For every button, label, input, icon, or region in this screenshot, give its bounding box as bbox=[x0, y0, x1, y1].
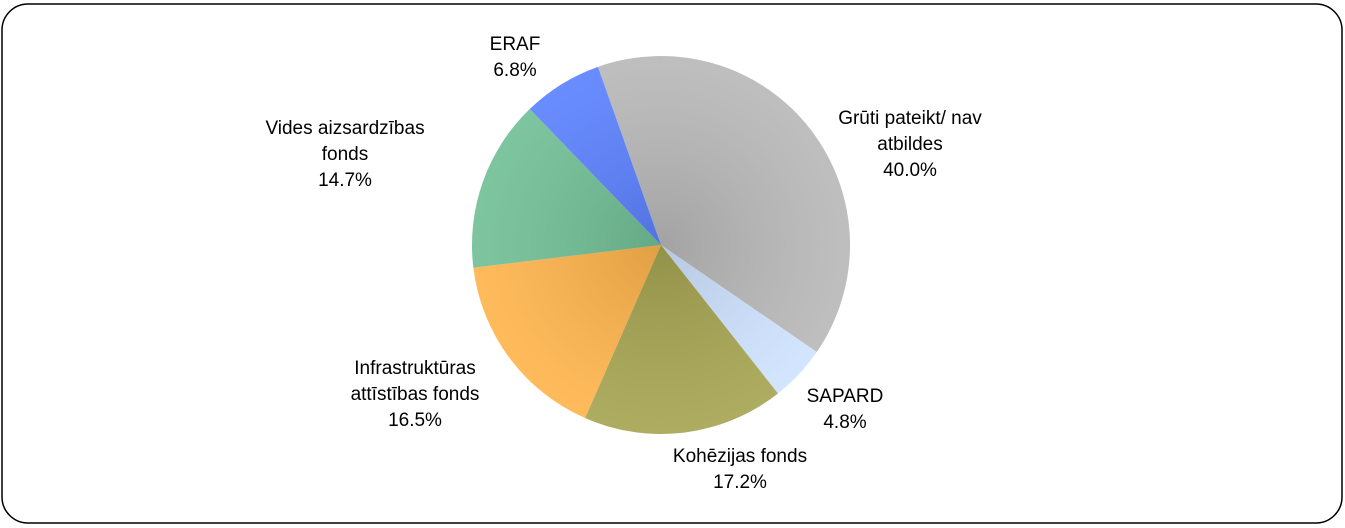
slice-label: SAPARD 4.8% bbox=[750, 384, 940, 436]
category-label: SAPARD bbox=[806, 386, 884, 407]
slice-label: Grūti pateikt/ nav atbildes 40.0% bbox=[815, 106, 1005, 184]
slice-label: ERAF 6.8% bbox=[420, 32, 610, 84]
slice-label: Kohēzijas fonds 17.2% bbox=[645, 444, 835, 496]
category-label: Grūti pateikt/ nav atbildes bbox=[838, 108, 982, 155]
value-label: 14.7% bbox=[318, 170, 372, 191]
slice-label: Vides aizsardzības fonds 14.7% bbox=[250, 116, 440, 194]
value-label: 17.2% bbox=[713, 472, 767, 493]
pie bbox=[472, 56, 850, 435]
value-label: 4.8% bbox=[823, 412, 867, 433]
category-label: Infrastruktūras attīstības fonds bbox=[350, 358, 480, 405]
value-label: 16.5% bbox=[388, 410, 442, 431]
category-label: ERAF bbox=[489, 34, 541, 55]
slice-label: Infrastruktūras attīstības fonds 16.5% bbox=[320, 356, 510, 434]
value-label: 6.8% bbox=[493, 60, 537, 81]
value-label: 40.0% bbox=[883, 160, 937, 181]
category-label: Vides aizsardzības fonds bbox=[265, 118, 425, 165]
category-label: Kohēzijas fonds bbox=[672, 446, 808, 467]
